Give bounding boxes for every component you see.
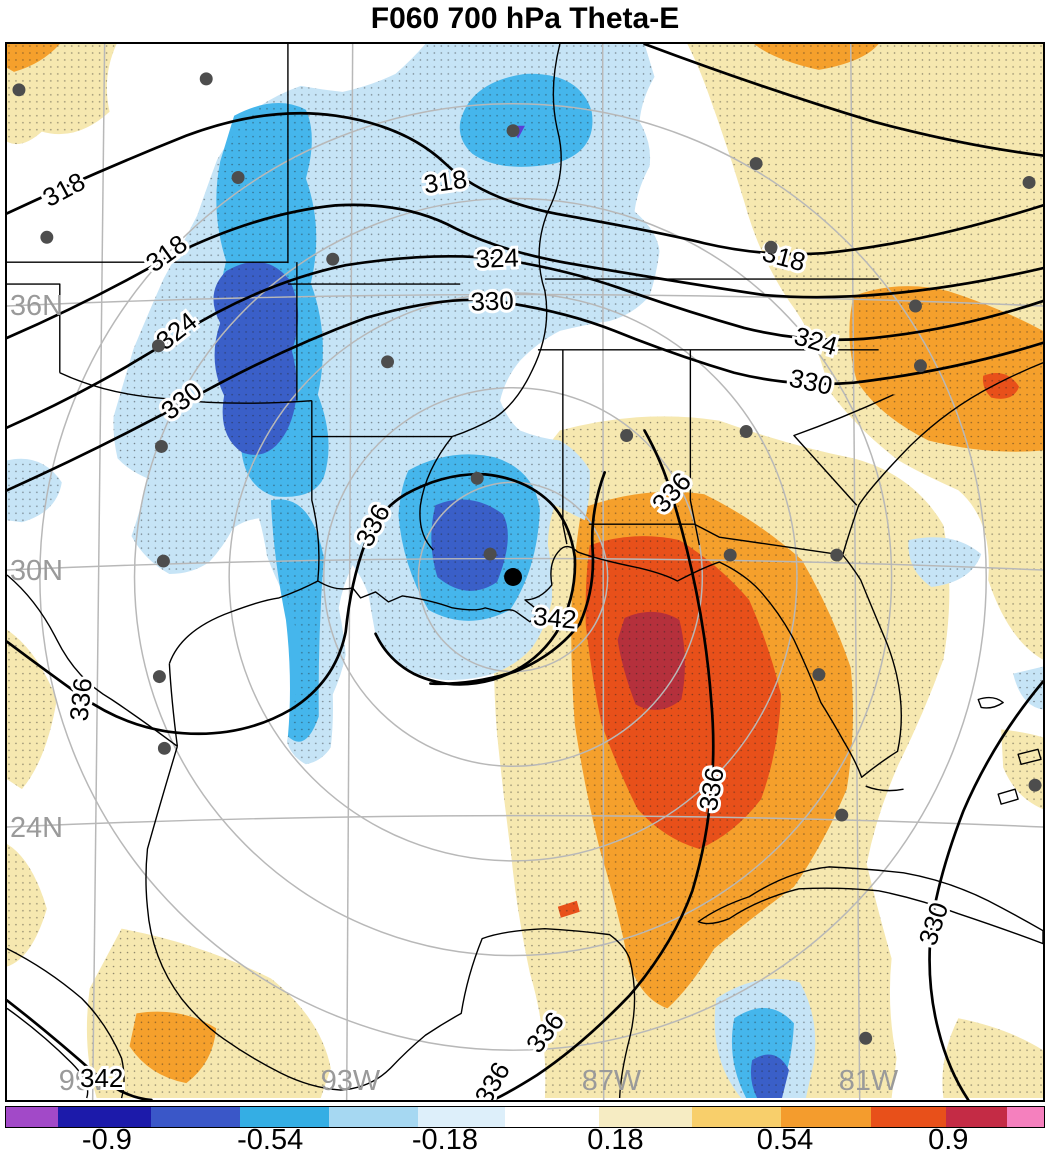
stipple-overlay — [7, 44, 1043, 1099]
station-dot — [506, 124, 520, 138]
contour-label-336: 336 — [470, 1058, 516, 1100]
station-dot — [620, 429, 634, 442]
station-dot — [151, 339, 165, 353]
contour-label-336: 336 — [65, 677, 97, 723]
grid-label-36N: 36N — [10, 290, 63, 322]
coastlines-and-borders — [7, 44, 1043, 1099]
contour-label-324: 324 — [475, 244, 519, 273]
colorbar-tick-label: -0.54 — [237, 1124, 304, 1151]
station-dot — [830, 548, 844, 562]
station-dot — [739, 425, 753, 439]
station-dot — [152, 670, 166, 684]
station-dot — [1022, 176, 1036, 189]
station-dot — [1028, 778, 1042, 792]
station-dot — [723, 548, 737, 562]
station-dot — [381, 355, 395, 369]
grid-label-99W: 99W — [59, 1065, 119, 1097]
grid-label-87W: 87W — [582, 1065, 642, 1097]
station-dot — [40, 230, 54, 244]
colorbar-segment — [418, 1107, 506, 1127]
colorbar-segment — [151, 1107, 240, 1127]
grid-label-81W: 81W — [839, 1065, 899, 1097]
station-dot — [154, 440, 168, 453]
colorbar-tick-label: -0.9 — [81, 1124, 132, 1151]
station-dot — [470, 471, 484, 485]
station-dot — [812, 668, 826, 682]
colorbar-tick-label: 0.18 — [587, 1124, 644, 1151]
weather-map: 36N 30N 24N 99W 93W 87W 81W 318 318 324 330 318 324… — [5, 42, 1045, 1102]
station-dot — [835, 808, 849, 822]
colorbar-segment — [598, 1107, 693, 1127]
grid-labels: 36N 30N 24N 99W 93W 87W 81W — [10, 290, 899, 1097]
station-dot — [157, 741, 171, 755]
station-dot — [859, 1031, 873, 1045]
colorbar-segment — [781, 1107, 871, 1127]
station-dot — [231, 171, 245, 184]
station-dot — [199, 72, 213, 86]
theta-e-contours — [7, 44, 1043, 1100]
colorbar-segment — [870, 1107, 947, 1127]
station-dot — [913, 359, 927, 373]
grid-label-30N: 30N — [10, 555, 63, 587]
station-dot — [909, 299, 922, 313]
colorbar-segment — [1006, 1107, 1044, 1127]
grid-label-93W: 93W — [321, 1065, 381, 1097]
colorbar — [5, 1106, 1045, 1128]
colorbar-segment — [692, 1107, 782, 1127]
contour-label-342: 342 — [532, 603, 577, 635]
colorbar-segment — [505, 1107, 599, 1127]
colorbar-segment — [57, 1107, 152, 1127]
colorbar-ticks: -0.9 -0.54 -0.18 0.18 0.54 0.9 — [5, 1124, 1045, 1151]
colorbar-tick-label: 0.54 — [756, 1124, 814, 1151]
colorbar-segment — [6, 1107, 58, 1127]
station-dot — [483, 547, 497, 561]
station-dot — [326, 252, 340, 266]
station-dot — [764, 240, 778, 254]
station-dot — [749, 157, 763, 171]
colorbar-segment — [239, 1107, 329, 1127]
contour-label-318: 318 — [422, 166, 469, 200]
contour-label-330: 330 — [914, 899, 954, 949]
station-dot — [156, 554, 170, 568]
colorbar-segment — [328, 1107, 419, 1127]
grid-label-24N: 24N — [10, 812, 63, 844]
station-dot — [12, 83, 26, 97]
station-dots — [12, 72, 1042, 1045]
contour-label-342: 342 — [80, 1065, 123, 1093]
colorbar-tick-label: -0.18 — [411, 1124, 478, 1151]
page-title: F060 700 hPa Theta-E — [370, 2, 680, 35]
colorbar-segment — [946, 1107, 1007, 1127]
storm-center-dot — [504, 568, 523, 586]
contour-label-318: 318 — [39, 168, 90, 213]
contour-label-330: 330 — [470, 287, 514, 316]
colorbar-tick-label: 0.9 — [928, 1124, 969, 1151]
